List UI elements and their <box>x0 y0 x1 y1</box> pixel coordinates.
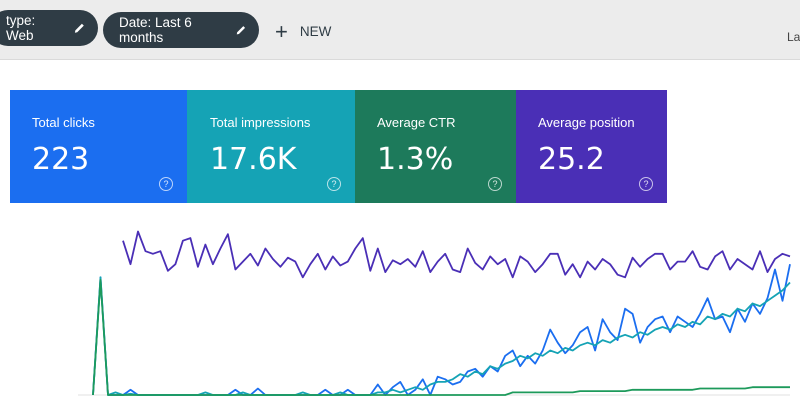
date-range-filter-label: Date: Last 6 months <box>119 15 192 45</box>
plus-icon: + <box>275 18 288 44</box>
metric-label: Total clicks <box>32 115 95 130</box>
search-type-filter-label: type: Web <box>6 13 36 43</box>
add-filter-button[interactable]: + NEW <box>275 18 332 44</box>
metric-card-average-ctr[interactable]: Average CTR 1.3% ? <box>355 90 516 203</box>
metric-value: 223 <box>32 142 90 177</box>
edit-pencil-icon[interactable] <box>235 23 247 37</box>
metric-value: 25.2 <box>538 142 605 177</box>
edit-pencil-icon[interactable] <box>73 21 86 35</box>
help-icon[interactable]: ? <box>327 177 341 191</box>
metric-label: Average position <box>538 115 635 130</box>
metric-value: 17.6K <box>210 142 297 177</box>
metric-label: Average CTR <box>377 115 456 130</box>
help-icon[interactable]: ? <box>159 177 173 191</box>
metric-card-average-position[interactable]: Average position 25.2 ? <box>516 90 667 203</box>
metric-card-total-impressions[interactable]: Total impressions 17.6K ? <box>187 90 355 203</box>
filter-toolbar: type: Web Date: Last 6 months + NEW La <box>0 0 800 60</box>
series-line-2 <box>92 276 791 396</box>
help-icon[interactable]: ? <box>488 177 502 191</box>
performance-line-chart <box>78 230 791 396</box>
search-type-filter-chip[interactable]: type: Web <box>0 10 98 46</box>
series-line-1 <box>92 264 791 396</box>
help-icon[interactable]: ? <box>639 177 653 191</box>
metric-value: 1.3% <box>377 142 454 177</box>
series-line-3 <box>92 279 790 396</box>
last-updated-label: La <box>787 30 800 44</box>
add-filter-label: NEW <box>299 24 332 39</box>
metric-label: Total impressions <box>210 115 311 130</box>
metric-card-total-clicks[interactable]: Total clicks 223 ? <box>10 90 187 203</box>
date-range-filter-chip[interactable]: Date: Last 6 months <box>103 12 259 48</box>
series-line-0 <box>122 230 791 279</box>
